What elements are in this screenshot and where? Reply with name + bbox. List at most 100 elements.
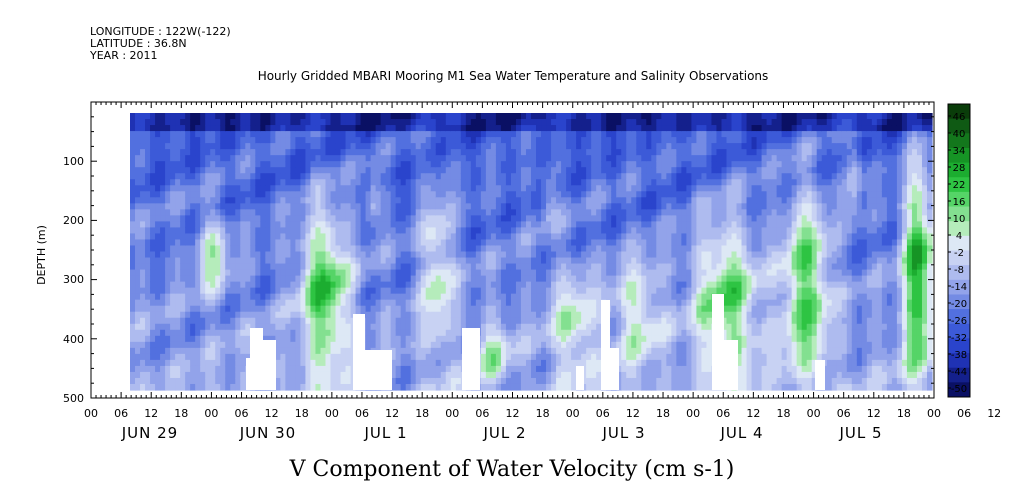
- heatmap-cell: [460, 137, 467, 144]
- heatmap-cell: [145, 143, 151, 150]
- heatmap-cell: [500, 167, 507, 174]
- heatmap-cell: [200, 293, 206, 301]
- heatmap-cell: [140, 203, 146, 210]
- heatmap-cell: [390, 245, 397, 253]
- heatmap-cell: [616, 311, 622, 319]
- heatmap-cell: [195, 215, 201, 222]
- heatmap-cell: [566, 119, 572, 126]
- heatmap-cell: [315, 191, 322, 198]
- heatmap-cell: [646, 233, 652, 241]
- heatmap-cell: [430, 299, 437, 307]
- heatmap-cell: [165, 161, 171, 168]
- heatmap-cell: [551, 167, 557, 174]
- heatmap-cell: [601, 173, 607, 180]
- heatmap-cell: [390, 155, 397, 162]
- heatmap-cell: [395, 113, 402, 120]
- heatmap-cell: [180, 269, 186, 277]
- heatmap-cell: [440, 263, 447, 271]
- heatmap-cell: [295, 263, 302, 271]
- heatmap-cell: [591, 227, 597, 235]
- heatmap-cell: [656, 269, 662, 277]
- heatmap-cell: [510, 359, 517, 367]
- heatmap-cell: [410, 323, 417, 331]
- heatmap-cell: [160, 359, 166, 367]
- heatmap-cell: [445, 119, 452, 126]
- heatmap-cell: [510, 125, 517, 132]
- heatmap-cell: [230, 275, 236, 283]
- heatmap-cell: [325, 197, 332, 204]
- heatmap-cell: [225, 251, 231, 259]
- heatmap-cell: [310, 257, 317, 265]
- heatmap-cell: [280, 203, 286, 210]
- heatmap-cell: [470, 143, 477, 150]
- heatmap-cell: [536, 257, 542, 265]
- heatmap-cell: [335, 365, 342, 373]
- heatmap-cell: [415, 143, 422, 150]
- heatmap-cell: [320, 179, 327, 186]
- heatmap-cell: [280, 293, 286, 301]
- heatmap-cell: [285, 197, 291, 204]
- heatmap-cell: [285, 359, 291, 367]
- heatmap-cell: [646, 365, 652, 373]
- heatmap-cell: [330, 293, 337, 301]
- heatmap-cell: [460, 221, 467, 229]
- heatmap-cell: [320, 143, 327, 150]
- heatmap-cell: [661, 257, 667, 265]
- heatmap-cell: [435, 323, 442, 331]
- heatmap-cell: [215, 293, 221, 301]
- heatmap-cell: [325, 215, 332, 222]
- heatmap-cell: [405, 161, 412, 168]
- heatmap-cell: [445, 185, 452, 192]
- heatmap-cell: [400, 233, 407, 241]
- heatmap-cell: [561, 257, 567, 265]
- heatmap-cell: [390, 179, 397, 186]
- heatmap-cell: [145, 227, 151, 235]
- heatmap-cell: [285, 329, 291, 337]
- heatmap-cell: [490, 353, 497, 361]
- heatmap-cell: [375, 227, 382, 235]
- heatmap-cell: [641, 239, 647, 247]
- heatmap-cell: [515, 251, 522, 259]
- heatmap-cell: [525, 173, 532, 180]
- heatmap-cell: [395, 317, 402, 325]
- heatmap-cell: [571, 281, 577, 289]
- heatmap-cell: [515, 179, 522, 186]
- heatmap-cell: [275, 335, 281, 343]
- heatmap-cell: [260, 191, 266, 198]
- heatmap-cell: [636, 359, 642, 367]
- heatmap-cell: [330, 335, 337, 343]
- heatmap-cell: [566, 287, 572, 295]
- heatmap-cell: [355, 203, 362, 210]
- heatmap-cell: [465, 113, 472, 120]
- heatmap-cell: [255, 275, 261, 283]
- heatmap-cell: [190, 251, 196, 259]
- heatmap-cell: [295, 275, 302, 283]
- heatmap-cell: [400, 221, 407, 229]
- heatmap-cell: [445, 161, 452, 168]
- heatmap-cell: [576, 239, 582, 247]
- heatmap-cell: [330, 329, 337, 337]
- heatmap-cell: [265, 329, 271, 337]
- heatmap-cell: [671, 251, 677, 259]
- heatmap-cell: [345, 341, 352, 349]
- heatmap-cell: [280, 221, 286, 229]
- heatmap-cell: [215, 359, 221, 367]
- heatmap-cell: [515, 161, 522, 168]
- heatmap-cell: [601, 125, 607, 132]
- heatmap-cell: [275, 233, 281, 241]
- heatmap-cell: [646, 257, 652, 265]
- heatmap-cell: [440, 191, 447, 198]
- heatmap-cell: [195, 203, 201, 210]
- heatmap-cell: [205, 185, 211, 192]
- heatmap-cell: [405, 155, 412, 162]
- heatmap-cell: [546, 269, 552, 277]
- heatmap-cell: [280, 311, 286, 319]
- heatmap-cell: [591, 257, 597, 265]
- heatmap-cell: [135, 323, 141, 331]
- heatmap-cell: [300, 137, 307, 144]
- heatmap-cell: [495, 143, 502, 150]
- heatmap-cell: [225, 275, 231, 283]
- heatmap-cell: [561, 365, 567, 373]
- heatmap-cell: [510, 257, 517, 265]
- heatmap-cell: [551, 197, 557, 204]
